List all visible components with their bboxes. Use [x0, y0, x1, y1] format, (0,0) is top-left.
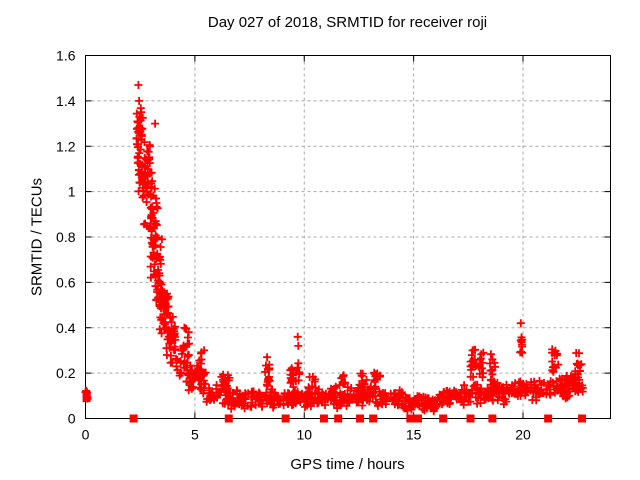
svg-text:0.8: 0.8	[56, 229, 76, 245]
svg-text:10: 10	[296, 427, 312, 443]
svg-text:0.2: 0.2	[56, 365, 76, 381]
scatter-plus-markers	[81, 81, 587, 416]
svg-text:1: 1	[68, 184, 76, 200]
svg-text:20: 20	[515, 427, 531, 443]
svg-text:1.6: 1.6	[56, 48, 76, 64]
svg-text:0.4: 0.4	[56, 320, 76, 336]
tick-marks	[85, 55, 611, 419]
svg-text:1.4: 1.4	[56, 93, 76, 109]
svg-text:0: 0	[82, 427, 90, 443]
x-axis-label: GPS time / hours	[290, 456, 405, 473]
chart-title: Day 027 of 2018, SRMTID for receiver roj…	[207, 14, 488, 31]
svg-text:1.2: 1.2	[56, 138, 76, 154]
gap-square-markers	[82, 394, 587, 423]
x-tick-labels: 0 5 10 15 20	[82, 427, 531, 443]
y-tick-labels: 0 0.2 0.4 0.6 0.8 1 1.2 1.4 1.6	[56, 48, 76, 427]
svg-text:15: 15	[406, 427, 422, 443]
svg-text:0.6: 0.6	[56, 274, 76, 290]
grid-lines	[85, 55, 611, 419]
svg-text:5: 5	[191, 427, 199, 443]
svg-text:0: 0	[68, 411, 76, 427]
